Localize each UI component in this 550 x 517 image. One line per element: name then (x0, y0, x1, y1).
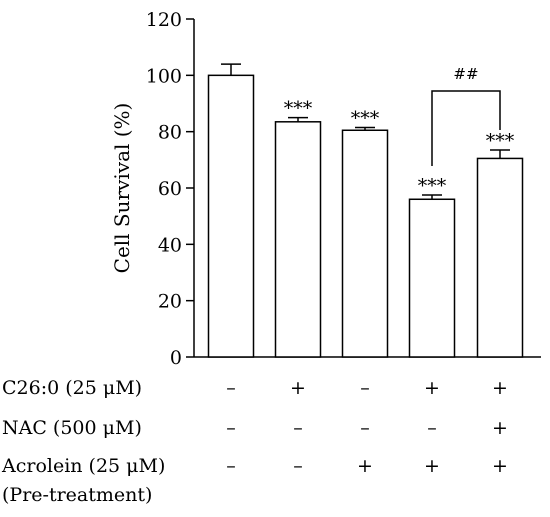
condition-row-label: Acrolein (25 μM) (1, 455, 165, 477)
y-tick-label: 80 (158, 122, 182, 144)
bar (408, 198, 456, 358)
significance-label: *** (351, 107, 380, 129)
condition-symbol: – (293, 417, 303, 439)
bracket-line (431, 90, 501, 166)
significance-label: *** (284, 98, 313, 120)
condition-row-label: NAC (500 μM) (2, 417, 142, 439)
significance-labels: *** *** *** *** (284, 98, 515, 197)
condition-row-label: C26:0 (25 μM) (2, 377, 142, 399)
condition-symbol: + (290, 377, 306, 399)
significance-label: *** (418, 175, 447, 197)
condition-symbol: – (360, 417, 370, 439)
axes: 0 20 40 60 80 100 120 Cell Survival (%) (110, 9, 541, 369)
significance-label: *** (486, 130, 515, 152)
bar (207, 74, 255, 358)
y-tick-label: 20 (158, 291, 182, 313)
y-tick-label: 120 (146, 9, 182, 31)
condition-symbol: + (357, 455, 373, 477)
bar (274, 121, 322, 358)
condition-row-label: (Pre-treatment) (2, 484, 152, 506)
condition-symbol: – (226, 417, 236, 439)
bar (341, 129, 389, 358)
condition-symbol: + (492, 417, 508, 439)
condition-symbol: + (492, 455, 508, 477)
condition-symbol: + (492, 377, 508, 399)
bar (476, 157, 524, 358)
condition-symbol: – (360, 377, 370, 399)
y-axis-label: Cell Survival (%) (110, 103, 134, 274)
comparison-bracket: ## (431, 65, 501, 166)
condition-symbol: – (226, 377, 236, 399)
condition-symbol: + (424, 377, 440, 399)
y-tick-label: 0 (170, 347, 182, 369)
y-tick-label: 60 (158, 178, 182, 200)
condition-symbol: – (293, 455, 303, 477)
y-ticks: 0 20 40 60 80 100 120 (146, 9, 194, 369)
y-tick-label: 40 (158, 234, 182, 256)
condition-symbol: + (424, 455, 440, 477)
condition-symbol: – (427, 417, 437, 439)
y-tick-label: 100 (146, 65, 182, 87)
bars (207, 74, 524, 358)
bracket-label: ## (453, 65, 478, 83)
treatment-conditions-table: C26:0 (25 μM) – + – + + NAC (500 μM) – – – – + Acrol… (1, 377, 508, 506)
condition-symbol: – (226, 455, 236, 477)
